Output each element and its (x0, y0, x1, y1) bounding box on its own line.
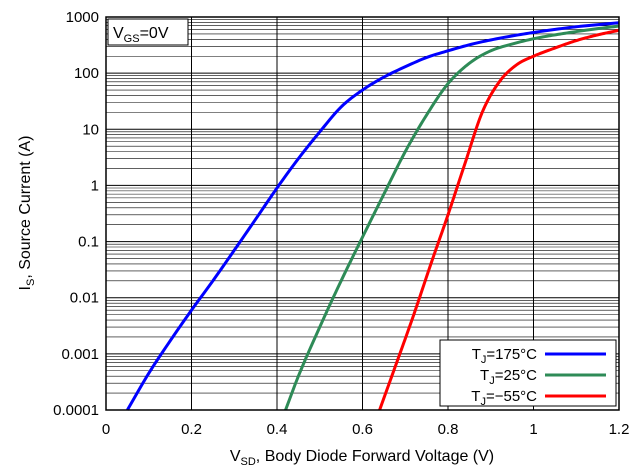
x-tick-label: 0 (102, 421, 110, 438)
y-tick-label: 1000 (66, 9, 99, 26)
y-tick-label: 0.0001 (53, 402, 99, 419)
x-axis-title: VSD, Body Diode Forward Voltage (V) (230, 448, 494, 468)
x-tick-labels: 0 0.2 0.4 0.6 0.8 1 1.2 (102, 421, 630, 438)
y-tick-label: 0.001 (61, 346, 99, 363)
y-tick-label: 0.01 (70, 290, 99, 307)
legend-label: TJ=175°C (472, 346, 537, 366)
x-tick-label: 1.2 (609, 421, 630, 438)
x-tick-label: 0.2 (181, 421, 202, 438)
annotation-box (107, 18, 189, 46)
x-tick-label: 0.8 (438, 421, 459, 438)
y-tick-label: 0.1 (78, 234, 99, 251)
y-tick-labels: 0.0001 0.001 0.01 0.1 1 10 100 1000 (53, 9, 99, 419)
legend: TJ=175°CTJ=25°CTJ=−55°C (439, 339, 617, 408)
y-tick-label: 100 (74, 65, 99, 82)
series-line-1 (126, 21, 620, 411)
series-layer (126, 21, 620, 411)
x-tick-label: 0.6 (352, 421, 373, 438)
y-axis-title: IS, Source Current (A) (17, 136, 37, 291)
plot-frame (105, 16, 620, 411)
series-line-3 (378, 28, 620, 411)
legend-label: TJ=−55°C (471, 388, 537, 408)
y-tick-label: 10 (82, 121, 99, 138)
y-tick-label: 1 (91, 177, 99, 194)
x-tick-label: 1 (529, 421, 537, 438)
annotation-text: VGS=0V (113, 25, 169, 45)
legend-label: TJ=25°C (480, 367, 537, 387)
x-tick-label: 0.4 (267, 421, 288, 438)
series-line-2 (284, 24, 620, 411)
